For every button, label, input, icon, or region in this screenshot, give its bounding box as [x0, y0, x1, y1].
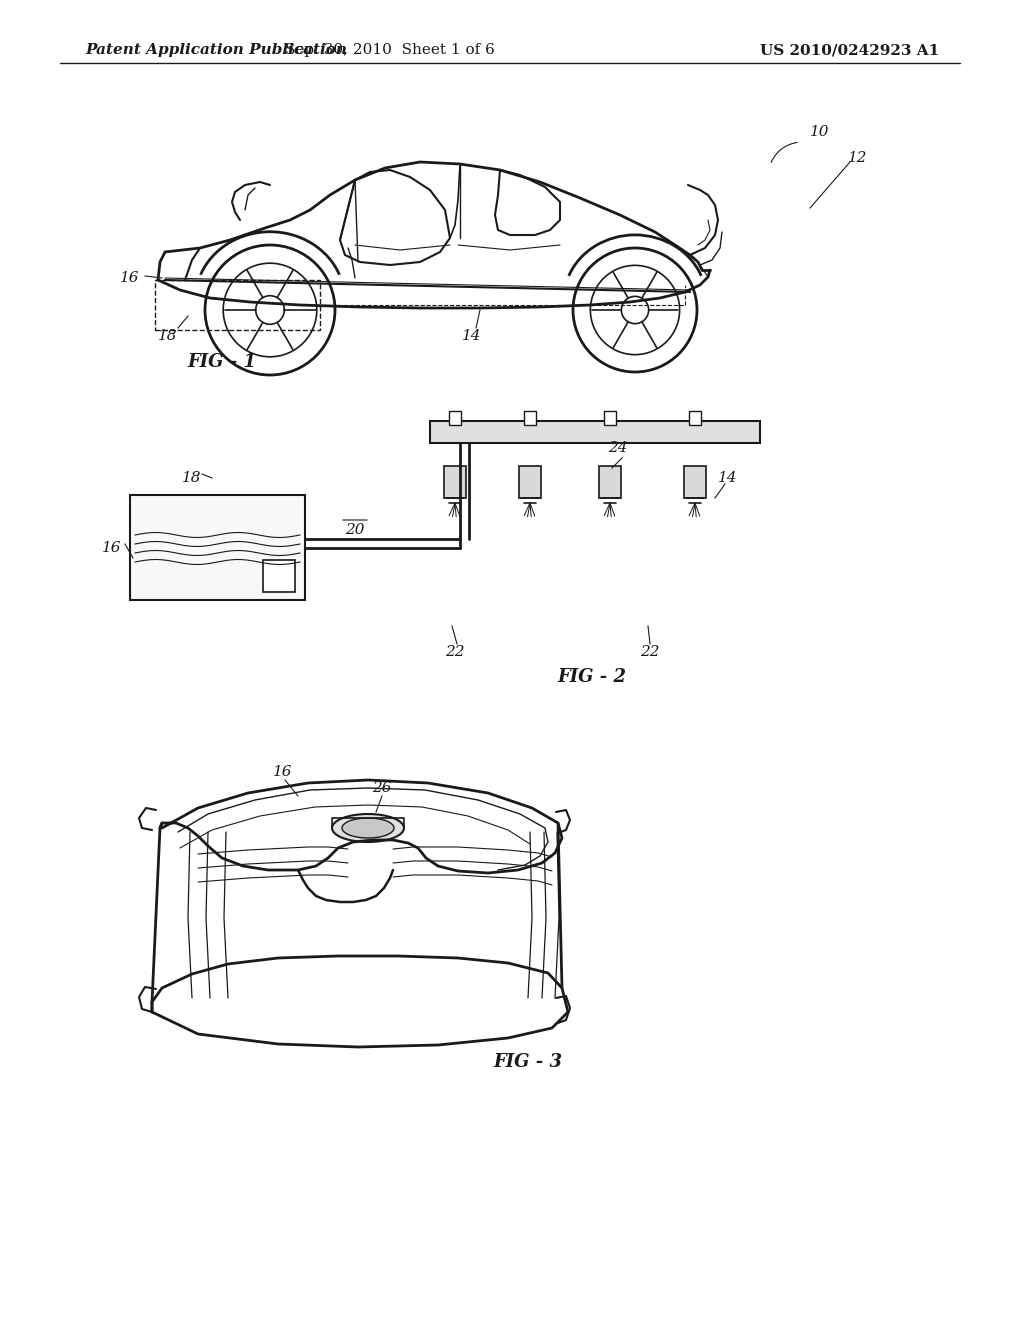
- Text: 22: 22: [640, 645, 659, 659]
- Bar: [689, 411, 701, 425]
- Bar: [599, 466, 621, 498]
- Bar: [604, 411, 616, 425]
- Text: 16: 16: [102, 541, 122, 554]
- Bar: [444, 466, 466, 498]
- Text: 24: 24: [608, 441, 628, 455]
- Bar: [130, 495, 305, 601]
- Text: FIG - 2: FIG - 2: [557, 668, 627, 686]
- Ellipse shape: [342, 818, 394, 838]
- Text: US 2010/0242923 A1: US 2010/0242923 A1: [760, 44, 939, 57]
- Text: 18: 18: [182, 471, 202, 484]
- Bar: [519, 466, 541, 498]
- Text: Sep. 30, 2010  Sheet 1 of 6: Sep. 30, 2010 Sheet 1 of 6: [285, 44, 495, 57]
- Text: 14: 14: [718, 471, 737, 484]
- Text: 22: 22: [445, 645, 465, 659]
- Text: 16: 16: [273, 766, 293, 779]
- Text: 12: 12: [848, 150, 867, 165]
- Text: 16: 16: [120, 271, 139, 285]
- Bar: [684, 466, 706, 498]
- Bar: [155, 280, 319, 330]
- Text: 26: 26: [373, 781, 392, 795]
- Text: 18: 18: [159, 329, 178, 343]
- Text: 14: 14: [462, 329, 481, 343]
- Bar: [449, 411, 461, 425]
- Ellipse shape: [332, 814, 404, 842]
- Bar: [430, 421, 760, 444]
- Text: 10: 10: [810, 125, 829, 139]
- Text: FIG - 3: FIG - 3: [494, 1053, 562, 1071]
- Text: FIG - 1: FIG - 1: [187, 352, 256, 371]
- Bar: [263, 560, 295, 591]
- Text: 20: 20: [345, 523, 365, 537]
- Bar: [524, 411, 536, 425]
- Text: Patent Application Publication: Patent Application Publication: [85, 44, 347, 57]
